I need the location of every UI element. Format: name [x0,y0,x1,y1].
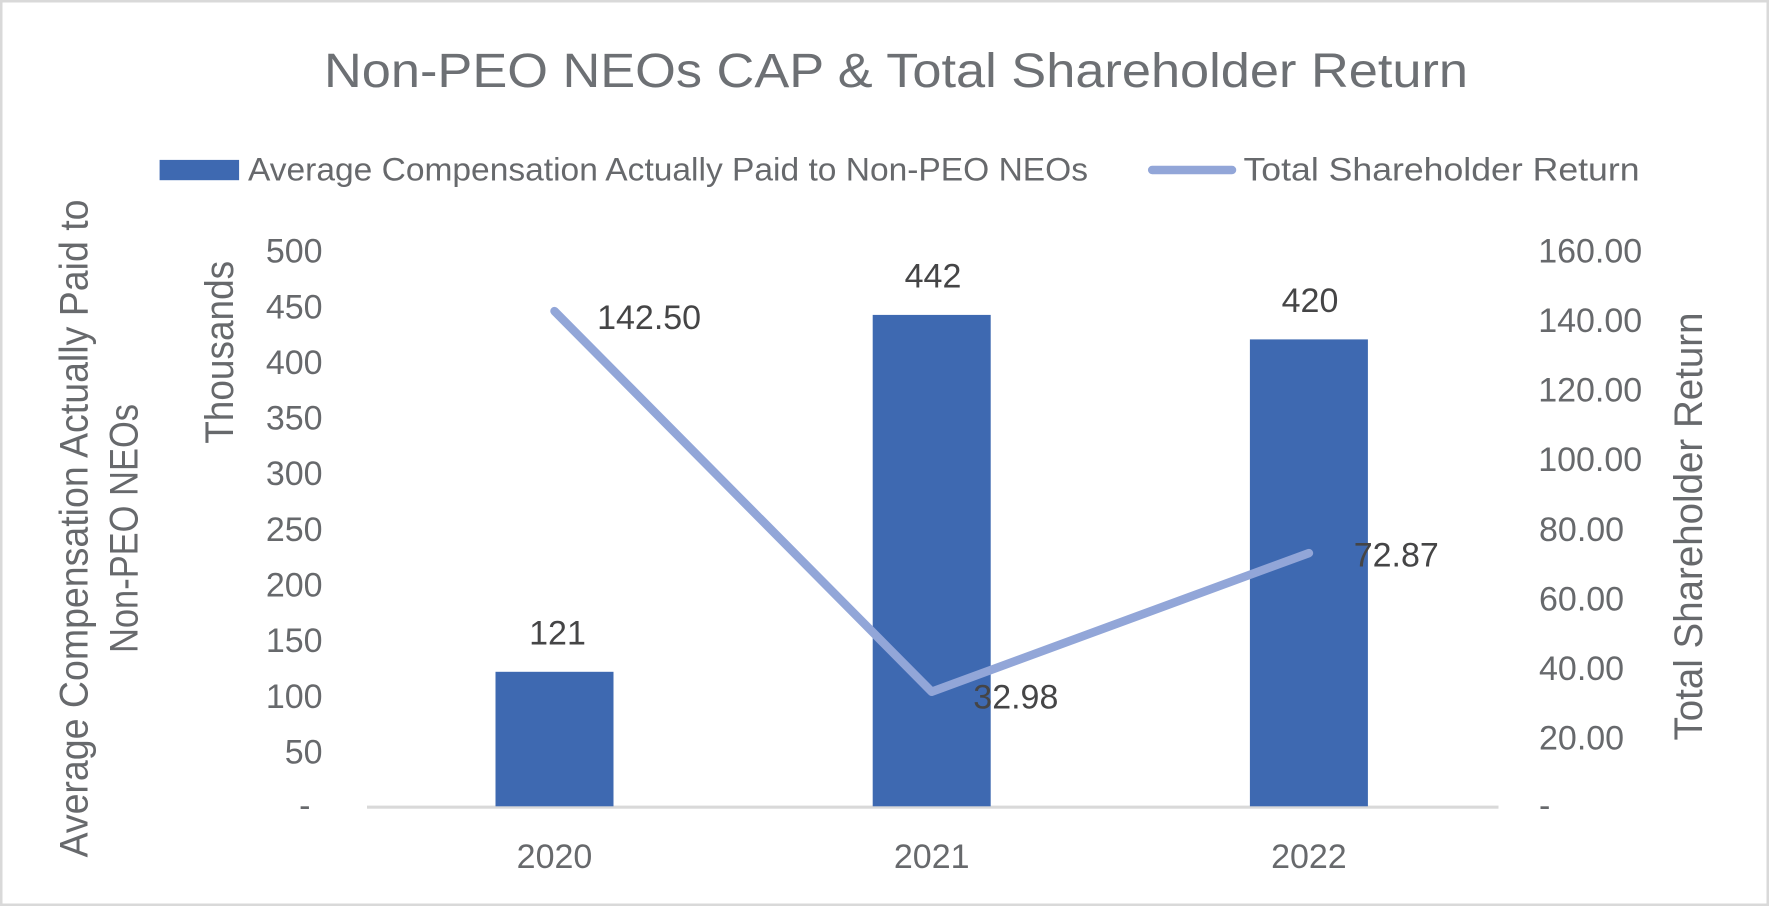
svg-text:Average Compensation Actually: Average Compensation Actually Paid to No… [248,152,1088,188]
svg-text:72.87: 72.87 [1354,536,1439,574]
svg-text:Total Shareholder Return: Total Shareholder Return [1244,152,1640,188]
svg-text:500: 500 [266,233,323,271]
svg-text:50: 50 [285,733,323,771]
svg-text:442: 442 [905,257,962,295]
svg-text:160.00: 160.00 [1538,233,1642,271]
svg-text:400: 400 [266,344,323,382]
svg-text:121: 121 [529,614,586,652]
svg-text:150: 150 [266,622,323,660]
svg-text:Average Compensation Actually: Average Compensation Actually Paid to [53,200,97,858]
svg-text:60.00: 60.00 [1539,580,1624,618]
svg-text:-: - [299,787,310,825]
svg-text:-: - [1539,787,1550,825]
svg-text:250: 250 [266,511,323,549]
svg-text:Non-PEO NEOs: Non-PEO NEOs [103,404,147,653]
svg-text:20.00: 20.00 [1539,719,1624,757]
svg-text:2020: 2020 [517,838,593,876]
svg-text:80.00: 80.00 [1539,511,1624,549]
svg-text:Non-PEO NEOs CAP & Total Share: Non-PEO NEOs CAP & Total Shareholder Ret… [324,45,1468,98]
svg-text:420: 420 [1282,282,1339,320]
svg-text:450: 450 [266,288,323,326]
svg-text:300: 300 [266,455,323,493]
svg-text:142.50: 142.50 [597,299,701,337]
svg-text:32.98: 32.98 [973,678,1058,716]
svg-text:2021: 2021 [894,838,970,876]
svg-text:Thousands: Thousands [198,261,242,444]
svg-text:Total Shareholder Return: Total Shareholder Return [1667,313,1711,741]
svg-text:2022: 2022 [1271,838,1347,876]
svg-text:350: 350 [266,400,323,438]
svg-text:140.00: 140.00 [1538,302,1642,340]
svg-text:120.00: 120.00 [1538,372,1642,410]
svg-text:100.00: 100.00 [1538,441,1642,479]
svg-text:200: 200 [266,567,323,605]
svg-text:100: 100 [266,678,323,716]
svg-text:40.00: 40.00 [1539,650,1624,688]
